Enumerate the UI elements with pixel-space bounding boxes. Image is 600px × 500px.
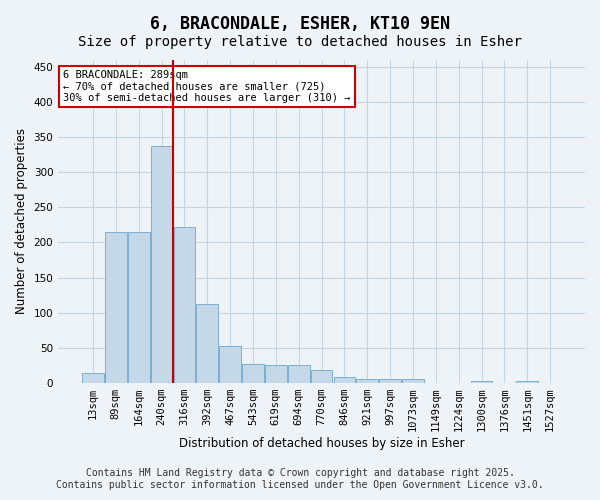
Bar	[105, 232, 127, 383]
Bar	[151, 146, 172, 383]
Text: Contains HM Land Registry data © Crown copyright and database right 2025.
Contai: Contains HM Land Registry data © Crown c…	[56, 468, 544, 490]
Text: 6, BRACONDALE, ESHER, KT10 9EN: 6, BRACONDALE, ESHER, KT10 9EN	[150, 15, 450, 33]
Bar	[288, 366, 310, 383]
Bar	[265, 366, 287, 383]
Bar	[334, 376, 355, 383]
Bar	[471, 382, 493, 383]
Bar	[402, 380, 424, 383]
Bar	[128, 232, 149, 383]
Bar	[311, 370, 332, 383]
Bar	[82, 373, 104, 383]
Text: Size of property relative to detached houses in Esher: Size of property relative to detached ho…	[78, 35, 522, 49]
X-axis label: Distribution of detached houses by size in Esher: Distribution of detached houses by size …	[179, 437, 464, 450]
Bar	[379, 380, 401, 383]
Y-axis label: Number of detached properties: Number of detached properties	[15, 128, 28, 314]
Bar	[219, 346, 241, 383]
Bar	[356, 380, 378, 383]
Bar	[173, 227, 195, 383]
Text: 6 BRACONDALE: 289sqm
← 70% of detached houses are smaller (725)
30% of semi-deta: 6 BRACONDALE: 289sqm ← 70% of detached h…	[64, 70, 351, 103]
Bar	[517, 382, 538, 383]
Bar	[242, 364, 264, 383]
Bar	[196, 304, 218, 383]
